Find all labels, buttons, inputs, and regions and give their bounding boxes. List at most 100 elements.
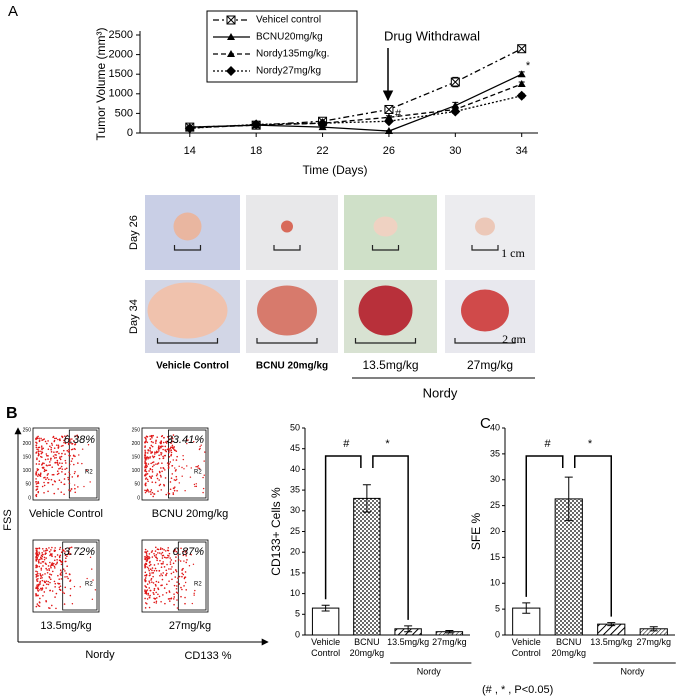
row-label: Day 26 [128, 215, 140, 250]
flow-dot [155, 585, 157, 587]
flow-dot [54, 567, 56, 569]
x-tick-label: 30 [449, 145, 461, 157]
flow-dot [59, 559, 62, 562]
flow-dot [40, 569, 43, 571]
flow-dot [168, 456, 171, 458]
flow-dot [158, 447, 160, 450]
flow-dot [47, 580, 50, 583]
flow-dot [178, 482, 181, 484]
flow-dot [64, 453, 66, 455]
legend-label: Vehicel control [256, 15, 321, 26]
flow-dot [35, 587, 38, 589]
flow-dot [36, 488, 39, 490]
flow-dot [170, 559, 173, 561]
flow-dot [59, 573, 62, 576]
annotation: Drug Withdrawal [384, 28, 480, 43]
flow-dot [151, 468, 154, 471]
flow-tick-label: 150 [132, 455, 141, 461]
x-tick-label: 22 [316, 145, 328, 157]
flow-x-label: CD133 % [184, 650, 231, 662]
flow-dot [144, 491, 147, 494]
flow-dot [167, 547, 170, 549]
flow-dot [35, 570, 37, 573]
flow-dot [161, 554, 164, 557]
flow-dot [37, 435, 39, 438]
flow-dot [54, 582, 57, 585]
flow-dot [155, 580, 158, 583]
flow-dot [44, 581, 47, 584]
marker [516, 90, 527, 101]
flow-dot [163, 483, 165, 486]
flow-tick-label: 50 [25, 482, 31, 488]
scale-bracket [371, 245, 400, 251]
flow-dot [160, 489, 163, 491]
flow-dot [59, 456, 61, 458]
flow-dot [61, 462, 63, 465]
flow-dot [74, 443, 76, 446]
y-tick-label: 35 [490, 448, 500, 458]
flow-dot [58, 462, 61, 464]
flow-dot [172, 550, 175, 552]
flow-dot [37, 583, 40, 586]
flow-dot [43, 481, 45, 484]
flow-dot [184, 489, 186, 492]
flow-dot [49, 561, 51, 564]
flow-dot [35, 547, 37, 550]
flow-dot [152, 582, 155, 584]
flow-dot [69, 440, 71, 442]
error-bar [362, 484, 371, 513]
flow-dot [56, 461, 59, 464]
flow-dot [48, 575, 51, 578]
flow-dot [162, 441, 165, 444]
flow-dot [173, 489, 176, 492]
flow-dot [175, 550, 178, 553]
flow-dot [63, 603, 66, 605]
flow-dot [144, 462, 146, 465]
flow-dot [145, 440, 147, 443]
flow-dot [54, 480, 57, 483]
flow-dot [94, 589, 97, 591]
flow-dot [71, 438, 73, 440]
flow-dot [66, 565, 68, 567]
flow-dot [150, 440, 153, 443]
flow-dot [176, 581, 178, 583]
flow-dot [38, 474, 41, 477]
flow-dot [64, 586, 67, 589]
flow-dot [44, 573, 46, 575]
flow-dot [193, 441, 195, 443]
flow-percent: 3.72% [64, 546, 95, 558]
marker-diamond [383, 116, 394, 127]
flow-dot [55, 454, 57, 456]
flow-dot [150, 462, 152, 465]
marker [251, 119, 262, 130]
flow-dot [151, 569, 153, 572]
flow-dot [157, 581, 160, 584]
flow-dot [148, 581, 151, 584]
flow-dot [196, 466, 199, 468]
flow-dot [175, 469, 177, 471]
flow-dot [49, 573, 51, 575]
flow-dot [160, 600, 162, 603]
flow-dot [46, 474, 49, 476]
y-tick-label: 5 [295, 609, 300, 619]
flow-dot [183, 577, 186, 580]
y-tick-label: 10 [290, 588, 300, 598]
flow-dot [64, 560, 67, 563]
flow-dot [193, 594, 195, 596]
flow-dot [37, 587, 39, 590]
flow-dot [175, 585, 178, 587]
flow-dot [202, 487, 205, 490]
marker-diamond [516, 90, 527, 101]
flow-dot [169, 450, 171, 452]
flow-dot [38, 460, 41, 462]
flow-dot [144, 557, 146, 559]
flow-dot [151, 471, 154, 473]
flow-dot [166, 440, 168, 443]
flow-dot [67, 476, 69, 479]
flow-dot [144, 446, 146, 448]
series-line [189, 83, 522, 129]
flow-dot [146, 558, 149, 561]
y-tick-label: 40 [290, 464, 300, 474]
category-label-box: 27mg/kg [432, 637, 467, 647]
flow-dot [36, 547, 39, 550]
